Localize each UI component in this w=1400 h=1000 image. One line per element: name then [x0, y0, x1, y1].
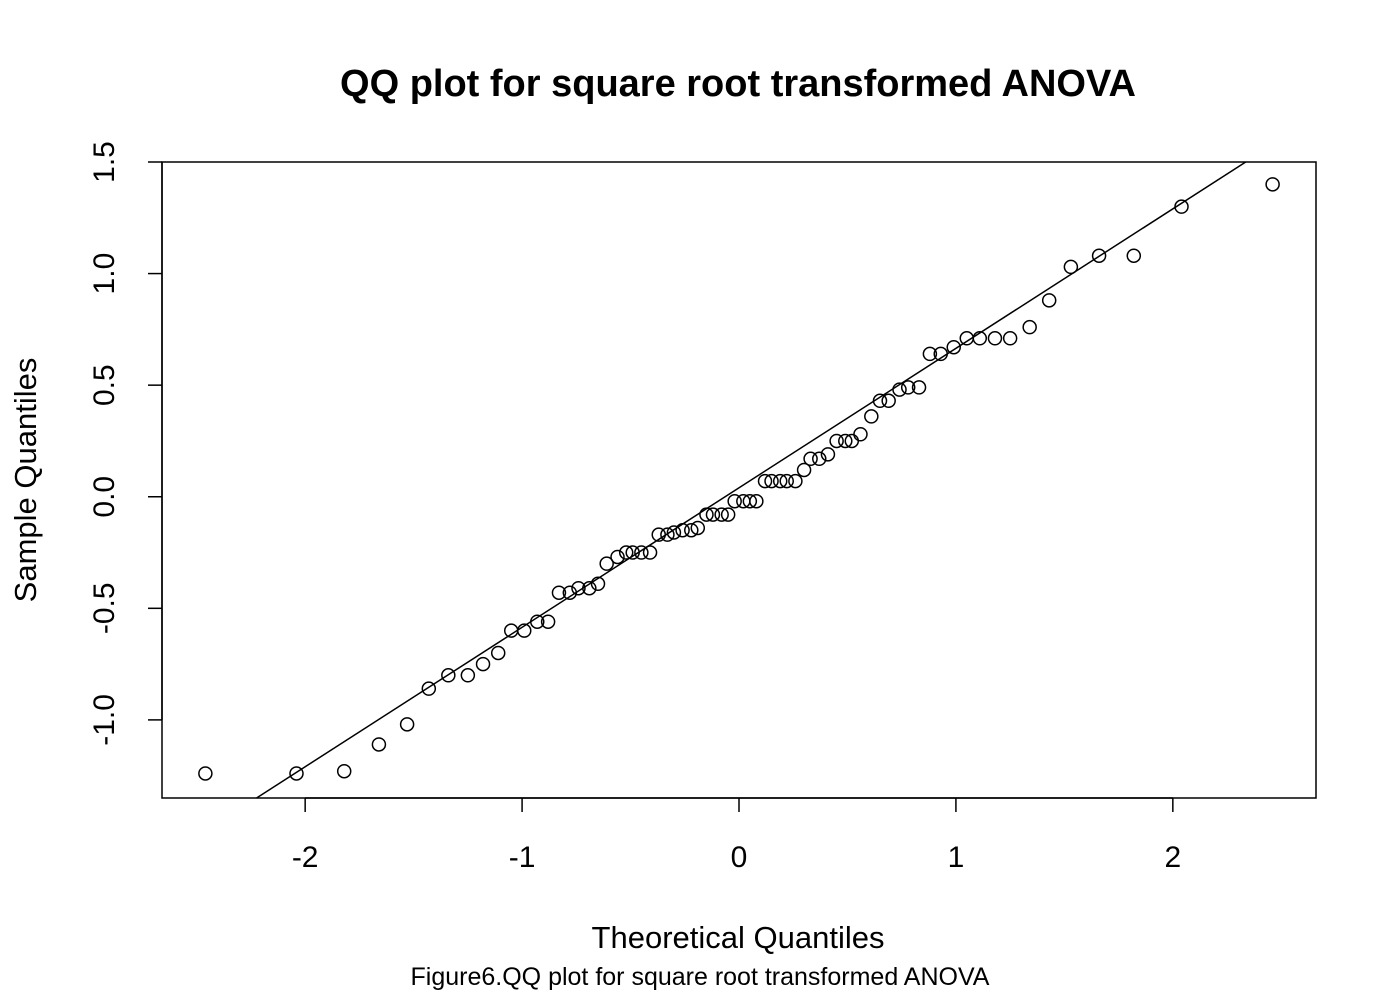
data-point	[872, 393, 888, 409]
data-point	[651, 527, 666, 542]
data-point	[599, 556, 614, 571]
y-tick-label: 0.5	[88, 364, 121, 406]
x-axis-label: Theoretical Quantiles	[592, 920, 885, 955]
data-point	[1063, 259, 1079, 275]
data-point	[803, 451, 818, 467]
data-point	[540, 614, 556, 629]
data-point	[1002, 331, 1018, 346]
data-point	[551, 585, 567, 600]
data-point	[764, 473, 779, 489]
data-point	[757, 473, 773, 489]
data-point	[933, 346, 948, 362]
data-point	[727, 493, 742, 509]
data-point	[946, 339, 961, 355]
data-point	[820, 447, 836, 462]
data-point	[475, 656, 491, 672]
data-point	[660, 527, 675, 542]
data-point	[399, 717, 415, 732]
data-point	[829, 433, 844, 449]
x-tick-label: 2	[1164, 841, 1181, 874]
data-point	[289, 766, 304, 781]
data-point	[796, 462, 812, 478]
y-tick-label: -0.5	[88, 582, 121, 634]
data-point	[892, 382, 907, 397]
data-point	[1091, 248, 1107, 263]
data-point	[562, 585, 578, 600]
data-point	[838, 433, 853, 449]
data-point	[666, 525, 682, 540]
data-point	[441, 668, 456, 683]
data-point	[749, 493, 764, 509]
data-point	[900, 380, 916, 395]
data-point	[198, 766, 213, 781]
data-point	[690, 520, 706, 536]
data-point	[675, 522, 690, 538]
plot-frame	[161, 161, 1317, 799]
data-point	[699, 507, 714, 522]
y-tick-label: 1.0	[88, 253, 121, 295]
data-point	[634, 545, 649, 560]
x-tick-label: -2	[292, 841, 319, 874]
data-point	[421, 681, 437, 696]
reference-line-layer	[256, 161, 1247, 799]
data-point	[864, 409, 879, 424]
data-point	[779, 473, 794, 489]
y-axis: -1.0 -0.5 0.0 0.5 1.0 1.5	[88, 141, 163, 746]
data-point	[336, 763, 352, 779]
qq-plot: QQ plot for square root transformed ANOV…	[8, 63, 1317, 955]
data-point	[517, 623, 532, 638]
data-point	[720, 507, 736, 522]
data-point	[705, 507, 721, 522]
data-point	[812, 451, 827, 467]
data-point	[530, 614, 545, 629]
data-point	[460, 668, 476, 683]
points-layer	[198, 177, 1280, 781]
chart-title: QQ plot for square root transformed ANOV…	[340, 63, 1136, 105]
x-tick-label: -1	[509, 841, 536, 874]
data-point	[742, 493, 758, 509]
data-point	[972, 331, 988, 346]
data-point	[618, 545, 634, 560]
data-point	[714, 507, 729, 522]
y-tick-label: -1.0	[88, 694, 121, 746]
x-tick-label: 1	[948, 841, 965, 874]
data-point	[987, 331, 1003, 346]
x-axis: -2 -1 0 1 2	[292, 797, 1181, 874]
data-point	[590, 576, 606, 592]
y-tick-label: 0.0	[88, 476, 121, 518]
data-point	[881, 393, 896, 409]
data-point	[490, 645, 506, 661]
data-point	[642, 545, 658, 560]
data-point	[582, 580, 597, 596]
figure-caption: Figure6.QQ plot for square root transfor…	[410, 963, 990, 991]
data-point	[922, 346, 938, 362]
data-point	[1041, 293, 1057, 308]
data-point	[625, 545, 640, 560]
y-tick-label: 1.5	[88, 141, 121, 183]
data-point	[772, 473, 788, 489]
data-point	[1265, 177, 1280, 192]
qq-reference-line	[256, 161, 1247, 799]
data-point	[911, 380, 927, 395]
data-point	[1022, 319, 1037, 335]
y-axis-label: Sample Quantiles	[8, 358, 43, 603]
x-tick-label: 0	[731, 841, 748, 874]
data-point	[788, 473, 803, 489]
data-point	[1126, 248, 1142, 263]
data-point	[371, 737, 387, 752]
data-point	[571, 580, 586, 596]
data-point	[1174, 199, 1189, 214]
data-point	[610, 549, 625, 565]
data-point	[684, 522, 699, 538]
data-point	[853, 427, 868, 442]
